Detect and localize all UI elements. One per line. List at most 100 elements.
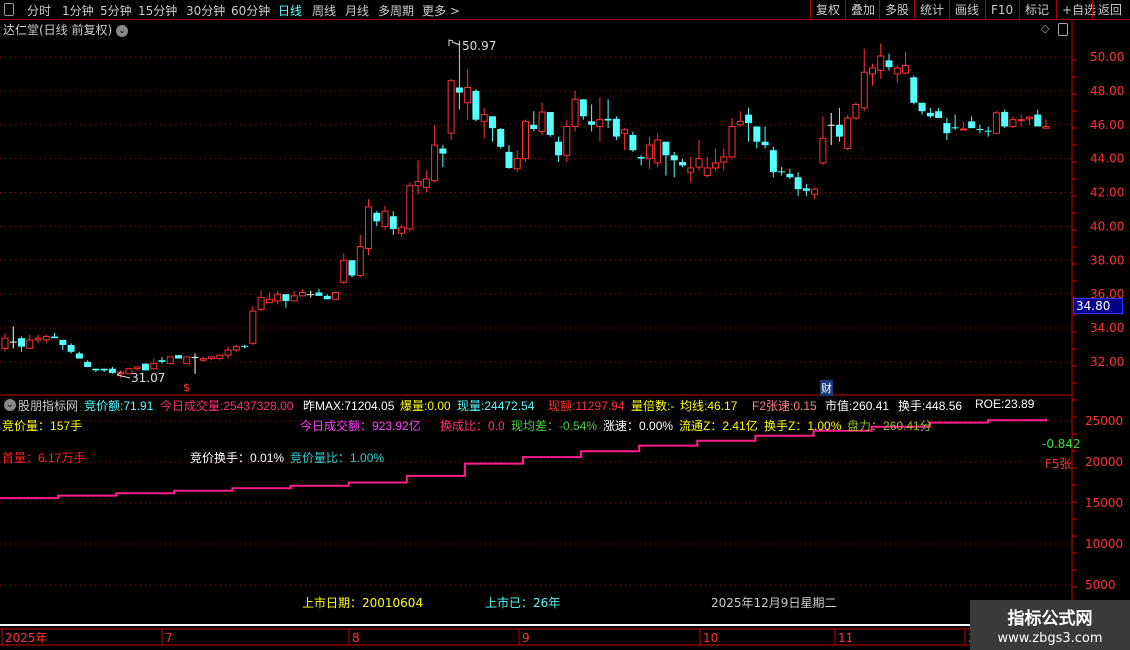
window-toggle-icon[interactable]	[1058, 23, 1068, 36]
period-tab[interactable]: 月线	[345, 4, 370, 18]
period-tab[interactable]: 更多 >	[422, 4, 460, 18]
field-label: 现额:	[548, 399, 576, 413]
low-arrow-icon	[116, 371, 131, 379]
field-label: 竞价换手：	[190, 451, 251, 465]
candle-body	[480, 114, 488, 122]
indicator-name: 股朋指标网	[18, 399, 79, 413]
field-label: 今日成交额：	[300, 419, 373, 433]
candle-body	[720, 156, 728, 163]
toolbar-button[interactable]: 复权	[810, 0, 845, 20]
price-axis-label: 32.00	[1090, 355, 1124, 369]
watermark: 指标公式网 www.zbgs3.com	[970, 600, 1130, 650]
toolbar-button[interactable]: F10	[985, 0, 1018, 20]
candle-body	[298, 291, 306, 297]
candle-body	[224, 349, 232, 356]
candle-body	[563, 125, 571, 156]
toolbar-button[interactable]: 返回	[1092, 0, 1127, 20]
chevron-down-icon[interactable]: ⌄	[4, 399, 16, 411]
toolbar-button[interactable]: +自选	[1056, 0, 1101, 20]
field-value: 0.00	[427, 399, 451, 413]
toolbar-button[interactable]: 标记	[1019, 0, 1054, 20]
candle-body	[984, 130, 992, 132]
period-tab[interactable]: 60分钟	[231, 4, 271, 18]
field-label: 现量:	[457, 399, 485, 413]
candle-body	[365, 206, 373, 249]
field-label: 流通Z：	[679, 419, 723, 433]
candle-body	[92, 368, 100, 371]
indicator-axis-label: 25000	[1085, 414, 1123, 428]
candle-body	[191, 356, 199, 358]
period-tab[interactable]: 多周期	[378, 4, 415, 18]
candle-body	[877, 55, 885, 72]
field-value: 1.00%	[350, 451, 385, 465]
indicator-field: 爆量:0.00	[400, 397, 451, 414]
field-label: 首量：	[2, 451, 39, 465]
field-label: 换成比：	[440, 419, 489, 433]
indicator-axis-label: 5000	[1085, 578, 1116, 592]
field-value: 23.89	[1004, 397, 1035, 411]
period-tab[interactable]: 15分钟	[138, 4, 178, 18]
period-tab[interactable]: 30分钟	[186, 4, 226, 18]
chart-title: 达仁堂(日线 前复权) ⌄	[3, 21, 129, 38]
candle-body	[505, 151, 513, 168]
chevron-down-icon[interactable]: ⌄	[116, 24, 129, 37]
toolbar-button[interactable]: 画线	[949, 0, 984, 20]
candle-body	[406, 185, 414, 230]
indicator-field: 竞价量：157手	[2, 417, 82, 434]
candle-body	[662, 141, 670, 156]
period-tab[interactable]: 日线	[278, 4, 303, 18]
candle-body	[621, 129, 629, 134]
field-label: 今日成交量:	[160, 399, 224, 413]
period-tab[interactable]: 分时	[27, 4, 52, 18]
candle-body	[992, 112, 1000, 134]
indicator-field: 盘力：260.41分	[847, 417, 932, 434]
candle-body	[786, 173, 794, 178]
indicator-field: 换手:448.56	[898, 397, 962, 414]
toolbar-button[interactable]: 叠加	[845, 0, 880, 20]
period-tab[interactable]: 1分钟	[62, 4, 94, 18]
price-axis-label: 48.00	[1090, 84, 1124, 98]
date-axis-label: 10	[703, 631, 718, 645]
candle-body	[488, 116, 496, 129]
candle-body	[869, 67, 876, 75]
field-label: 盘力：	[847, 419, 884, 433]
indicator-field: 现额:11297.94	[548, 397, 625, 414]
candle-body	[166, 356, 174, 365]
candle-body	[968, 121, 976, 129]
candle-body	[844, 117, 852, 149]
high-price-label: 50.97	[462, 39, 497, 53]
toolbar-button[interactable]: 多股	[879, 0, 914, 20]
candle-body	[125, 368, 133, 375]
listed-years: 上市已：26年	[485, 596, 561, 610]
candle-body	[654, 139, 662, 164]
candle-body	[199, 358, 207, 361]
field-label: ROE:	[975, 397, 1005, 411]
diamond-icon[interactable]: ◇	[1041, 22, 1050, 35]
panel-toggle-icon[interactable]	[4, 3, 14, 16]
date-axis-label: 2025年	[5, 631, 48, 645]
candle-body	[687, 167, 695, 173]
period-tab[interactable]: 5分钟	[100, 4, 132, 18]
candle-body	[331, 291, 339, 300]
candle-body	[348, 260, 356, 276]
candle-body	[736, 120, 744, 126]
candle-body	[1017, 119, 1025, 122]
field-value: 6.17万手	[38, 451, 86, 465]
field-value: 923.92亿	[372, 419, 421, 433]
candle-body	[910, 77, 918, 103]
date-axis-label: 7	[165, 631, 173, 645]
indicator-field: 昨MAX:71204.05	[303, 397, 394, 414]
indicator-field: 首量：6.17万手	[2, 449, 85, 466]
candle-body	[893, 67, 901, 75]
indicator-field: 今日成交量:25437328.00	[160, 397, 293, 414]
dividend-marker[interactable]: $	[183, 381, 190, 394]
watermark-url: www.zbgs3.com	[997, 631, 1103, 646]
candle-body	[1001, 112, 1009, 127]
finance-report-marker[interactable]: 财	[820, 380, 833, 396]
toolbar-button[interactable]: 统计	[914, 0, 949, 20]
candle-body	[497, 128, 505, 147]
period-tab[interactable]: 周线	[312, 4, 337, 18]
indicator-field: 竞价量比：1.00%	[290, 449, 384, 466]
indicator-field: F2张速:0.15	[752, 397, 817, 414]
